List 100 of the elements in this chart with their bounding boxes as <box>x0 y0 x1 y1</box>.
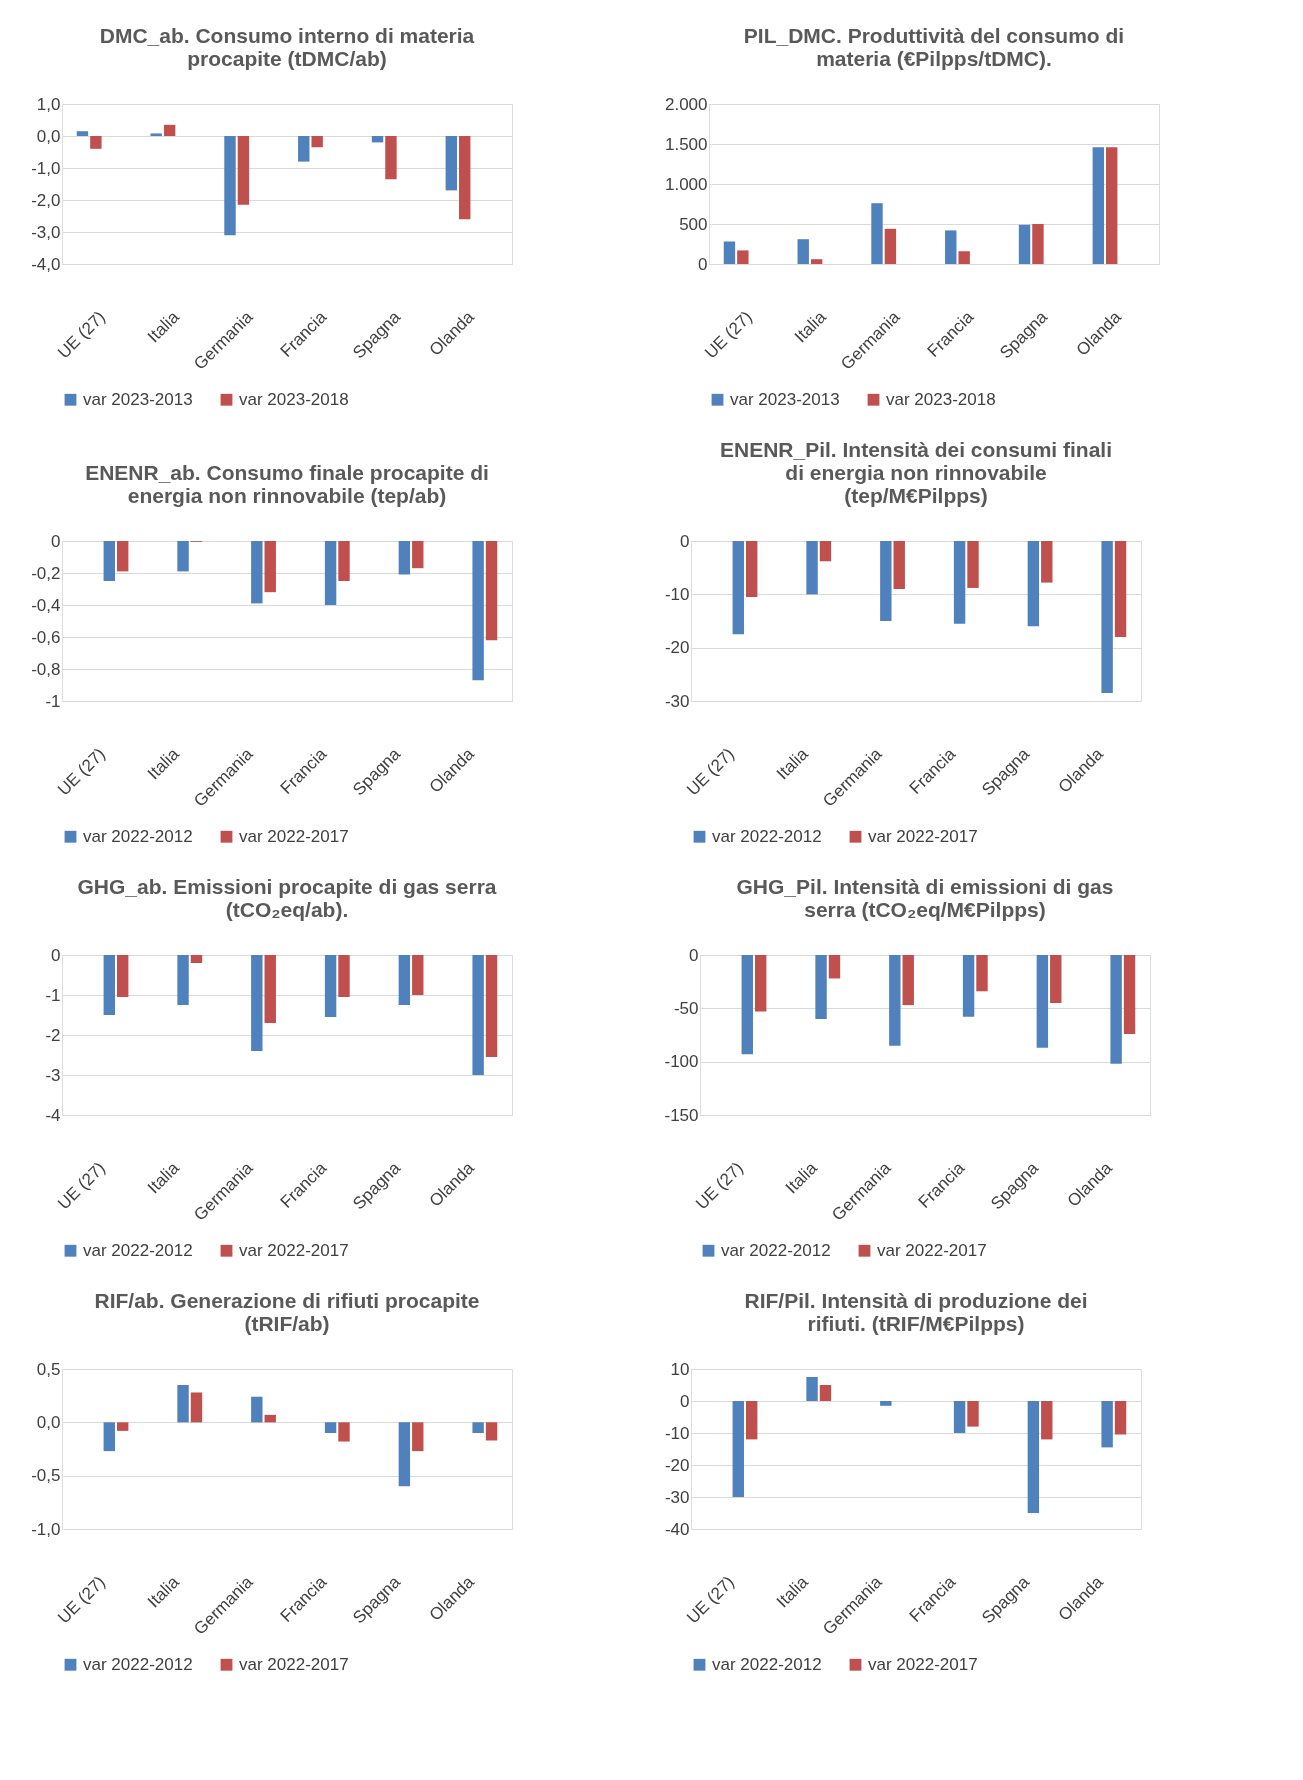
y-tick-label: -150 <box>664 1105 699 1125</box>
y-tick-label: -0,5 <box>31 1466 61 1486</box>
x-tick-label: UE (27) <box>54 307 109 363</box>
legend-label: var 2023-2018 <box>886 389 996 409</box>
bar <box>472 1422 484 1433</box>
y-tick-label: -30 <box>664 691 690 711</box>
chart-title: GHG_Pil. Intensità di emissioni di gas serra (tCO₂eq/M€Pilpps) <box>736 875 1114 921</box>
bar <box>737 250 749 264</box>
bar <box>958 251 970 264</box>
y-tick-label: 0 <box>689 945 699 965</box>
bar <box>459 136 471 220</box>
legend-label: var 2022-2012 <box>83 826 193 846</box>
y-tick-label: -20 <box>664 1455 690 1475</box>
y-tick-label: -1,0 <box>31 1519 61 1539</box>
legend-label: var 2022-2012 <box>83 1240 193 1260</box>
chart-title: PIL_DMC. Produttività del consumo di materia (€Pilpps/tDMC). <box>743 24 1125 70</box>
bar <box>1114 1401 1127 1435</box>
y-tick-label: 1.000 <box>664 174 708 194</box>
legend-label: var 2023-2018 <box>239 389 349 409</box>
y-tick-label: -50 <box>673 998 699 1018</box>
y-tick-label: -1,0 <box>31 158 61 178</box>
x-tick-label: UE (27) <box>701 307 756 363</box>
bar <box>485 1422 498 1441</box>
bar <box>371 136 384 143</box>
bar <box>177 1385 189 1423</box>
x-tick-label: UE (27) <box>54 1158 109 1214</box>
chart-title: GHG_ab. Emissioni procapite di gas serra (tCO₂eq/ab). <box>77 875 497 921</box>
bar <box>797 239 809 264</box>
y-tick-label: -20 <box>664 638 690 658</box>
chart-title: RIF/Pil. Intensità di produzione dei rifiuti. (tRIF/M€Pilpps) <box>744 1289 1088 1335</box>
chart-title: RIF/ab. Generazione di rifiuti procapite (tRIF/ab) <box>94 1289 480 1335</box>
x-tick-label: UE (27) <box>692 1158 747 1214</box>
bar <box>150 133 162 136</box>
bar <box>1092 147 1105 264</box>
y-tick-label: -1 <box>45 985 61 1005</box>
bar <box>338 1422 350 1442</box>
bar <box>880 1401 892 1406</box>
y-tick-label: 1.500 <box>664 134 708 154</box>
legend-label: var 2022-2012 <box>83 1654 193 1674</box>
legend-label: var 2023-2013 <box>83 389 193 409</box>
bar <box>163 124 176 136</box>
y-tick-label: -100 <box>664 1052 699 1072</box>
bar <box>871 203 883 264</box>
y-tick-label: -2,0 <box>31 190 61 210</box>
bar <box>264 1414 276 1423</box>
bar <box>398 1422 411 1487</box>
y-tick-label: 0 <box>680 531 690 551</box>
x-tick-label: UE (27) <box>683 744 738 800</box>
y-tick-label: -3 <box>45 1065 61 1085</box>
x-tick-label: UE (27) <box>683 1572 738 1628</box>
legend-label: var 2022-2017 <box>239 1654 349 1674</box>
bar <box>953 1401 966 1433</box>
y-tick-label: 0 <box>51 945 61 965</box>
y-tick-label: -4,0 <box>31 254 61 274</box>
chart-title: ENENR_ab. Consumo finale procapite di energia non rinnovabile (tep/ab) <box>85 461 489 507</box>
y-tick-label: -2 <box>45 1025 61 1045</box>
bar <box>76 131 89 136</box>
legend-label: var 2022-2017 <box>868 1654 978 1674</box>
bar <box>412 1422 424 1452</box>
y-tick-label: 2.000 <box>664 94 708 114</box>
bar <box>745 1401 758 1440</box>
bar <box>385 136 397 180</box>
bar <box>103 1422 115 1452</box>
bar <box>324 1422 337 1433</box>
chart-title: DMC_ab. Consumo interno di materia procapite (tDMC/ab) <box>99 24 475 70</box>
legend-label: var 2022-2017 <box>868 826 978 846</box>
y-tick-label: 0,0 <box>36 1412 61 1432</box>
legend-label: var 2022-2012 <box>712 1654 822 1674</box>
bar <box>884 228 897 264</box>
legend-label: var 2022-2012 <box>721 1240 831 1260</box>
bar <box>945 230 957 264</box>
y-tick-label: -0,2 <box>31 563 61 583</box>
y-tick-label: -3,0 <box>31 222 61 242</box>
bar <box>251 1396 263 1423</box>
y-tick-label: -4 <box>45 1105 61 1125</box>
bar <box>732 1401 744 1497</box>
bar <box>311 136 323 148</box>
legend-label: var 2022-2017 <box>877 1240 987 1260</box>
bar <box>1018 224 1031 264</box>
bar <box>445 136 458 191</box>
y-tick-label: 1,0 <box>36 94 61 114</box>
y-tick-label: -40 <box>664 1519 690 1539</box>
y-tick-label: 0,5 <box>36 1359 61 1379</box>
legend-label: var 2022-2017 <box>239 1240 349 1260</box>
bar <box>90 136 102 149</box>
y-tick-label: -1 <box>45 691 61 711</box>
bar <box>190 1392 203 1423</box>
bar <box>237 136 250 205</box>
bar <box>819 1385 832 1401</box>
bar <box>806 1377 818 1401</box>
legend-label: var 2022-2017 <box>239 826 349 846</box>
bar <box>967 1401 979 1427</box>
bar <box>1106 147 1118 264</box>
bar <box>810 259 823 264</box>
y-tick-label: -10 <box>664 584 690 604</box>
y-tick-label: 0 <box>51 531 61 551</box>
y-tick-label: 0 <box>680 1391 690 1411</box>
y-tick-label: -0,4 <box>31 595 61 615</box>
bar <box>723 241 736 264</box>
x-tick-label: UE (27) <box>54 744 109 800</box>
